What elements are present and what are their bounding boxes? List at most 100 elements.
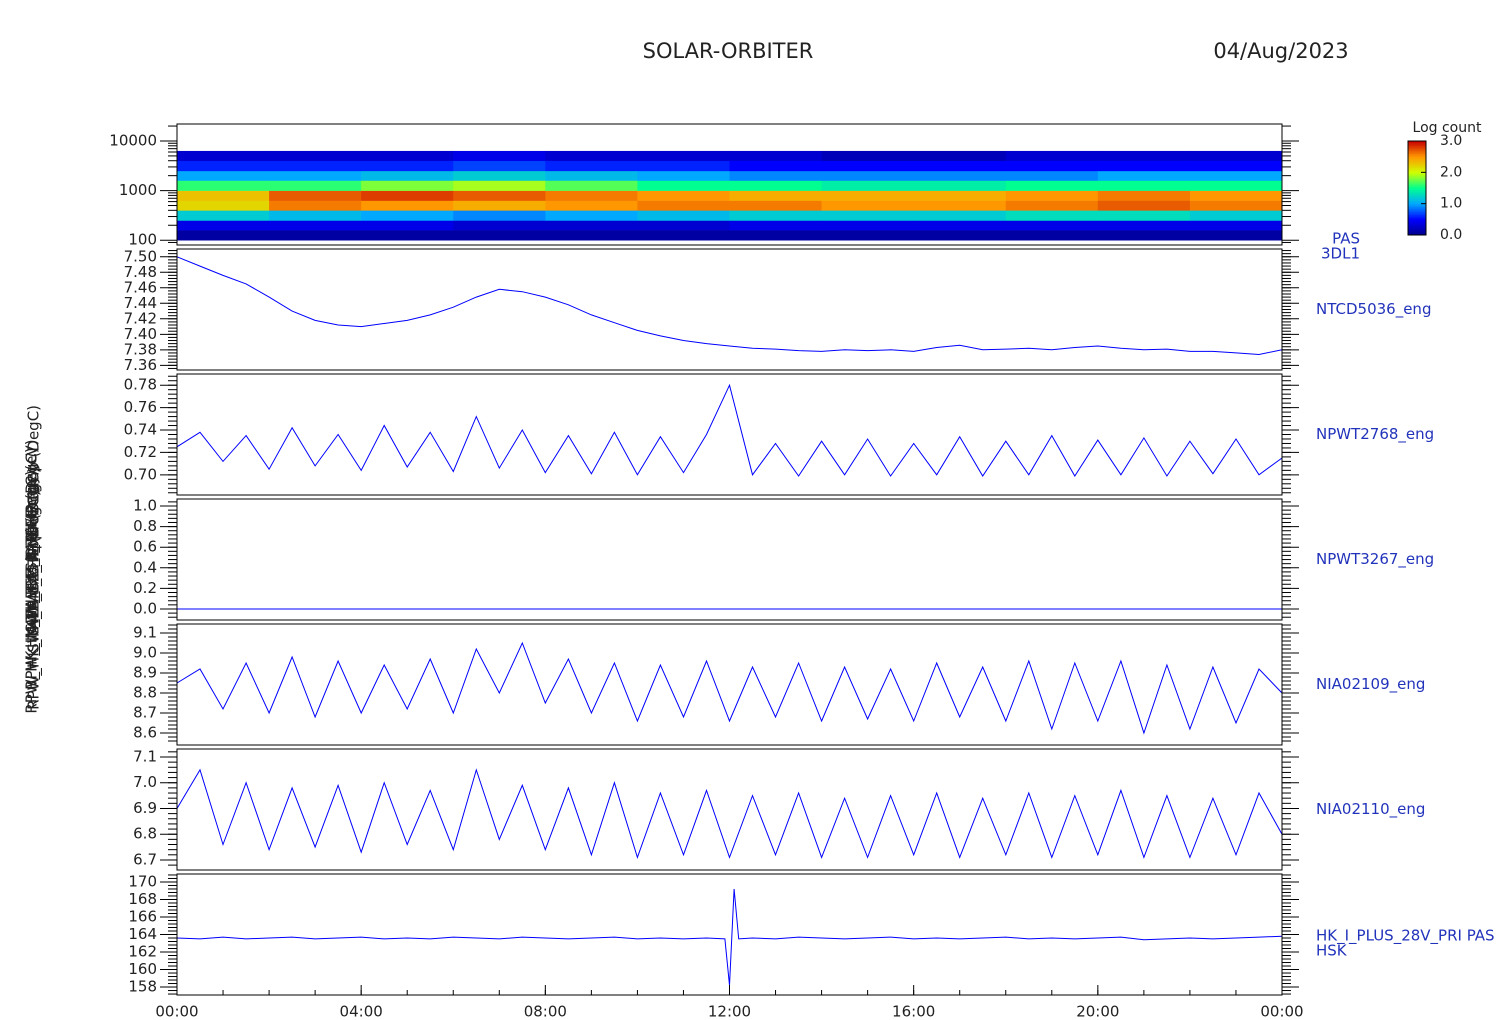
colorbar-step [1408,158,1426,161]
heat-cell [729,150,823,162]
colorbar-step [1408,184,1426,187]
y-tick-label: 8.8 [133,684,157,702]
heat-cell [1097,210,1191,221]
colorbar-step [1408,195,1426,198]
panel-label: NIA02109_eng [1316,675,1425,694]
colorbar-step [1408,141,1426,143]
colorbar-step [1408,224,1426,226]
colorbar-step [1408,191,1426,194]
colorbar-step [1408,206,1426,209]
heat-cell [1189,180,1283,191]
colorbar-frame [1407,140,1427,236]
heat-cell [1189,210,1283,221]
heat-cell [1189,170,1283,181]
y-tick-label: 0.76 [124,398,157,416]
y-tick-label: 0.4 [133,558,157,576]
y-tick-label: 0.74 [124,421,157,439]
heat-cell [637,150,730,162]
colorbar-step [1408,227,1426,230]
heat-cell [1005,200,1099,211]
heat-cell [1189,220,1283,231]
series-line [176,383,1283,477]
y-tick-label: 166 [128,907,157,925]
heat-cell [1189,150,1283,162]
colorbar-step [1408,173,1426,176]
colorbar-tick-label: 1.0 [1440,196,1462,212]
heat-cell [177,220,270,231]
colorbar-step [1408,188,1426,190]
heat-cell [177,230,270,241]
y-tick-label: 7.38 [124,340,157,358]
colorbar-step [1408,161,1426,164]
panel-label: NPWT2768_eng [1316,425,1434,444]
x-tick-label: 08:00 [524,1003,567,1020]
colorbar-step [1408,225,1426,228]
y-tick-label: 0.2 [133,579,157,597]
y-tick-label: 0.0 [133,599,157,617]
series-line [176,641,1283,735]
colorbar-step [1408,189,1426,192]
colorbar-step [1408,150,1426,153]
heat-cell [453,160,546,172]
y-tick-label: 168 [128,890,157,908]
y-tick-label: 7.50 [124,247,157,265]
colorbar-step [1408,194,1426,197]
y-tick-label: 7.40 [124,325,157,343]
colorbar-step [1408,177,1426,179]
colorbar-step [1408,175,1426,178]
heat-cell [1005,210,1099,221]
colorbar-step [1408,209,1426,212]
colorbar-step [1408,148,1426,151]
colorbar-step [1408,159,1426,162]
x-tick-label: 00:00 [1260,1003,1303,1020]
colorbar-step [1408,203,1426,206]
colorbar-step [1408,213,1426,216]
y-tick-label: 7.1 [133,747,157,765]
heat-cell [361,180,454,191]
heat-cell [453,200,546,211]
heat-cell [1189,190,1283,201]
y-tick-label: 0.8 [133,517,157,535]
heat-cell [177,190,270,201]
heat-cell [453,170,546,181]
heat-cell [177,210,270,221]
heat-cell [269,150,362,162]
y-tick-label: 160 [128,960,157,978]
y-tick-label: 7.0 [133,773,157,791]
heat-cell [177,180,270,191]
colorbar-step [1408,142,1426,145]
heat-cell [637,230,730,241]
heat-cell [1005,160,1099,172]
heat-cell [1097,150,1191,162]
heat-cell [361,220,454,231]
heat-cell [637,160,730,172]
heat-cell [729,180,823,191]
colorbar-step [1408,169,1426,172]
heat-cell [177,170,270,181]
heat-cell [177,200,270,211]
x-tick-label: 16:00 [892,1003,935,1020]
colorbar-step [1408,200,1426,203]
panel-label: HSK [1316,942,1348,960]
heat-cell [913,150,1007,162]
y-tick-label: 100 [128,231,157,249]
x-tick-label: 20:00 [1076,1003,1119,1020]
heat-cell [913,160,1007,172]
heat-cell [821,170,915,181]
colorbar-step [1408,231,1426,234]
y-tick-label: 158 [128,978,157,996]
panel-label: NTCD5036_eng [1316,300,1431,319]
colorbar-step [1408,217,1426,220]
colorbar-step [1408,219,1426,222]
colorbar-step [1408,222,1426,225]
heat-cell [177,150,270,162]
y-axis-label: RPW_HK_THERM_CH2 (DegC) [25,490,44,710]
y-tick-label: 0.6 [133,538,157,556]
y-axis-label: SWA_EAS2_TEMP (DegC) [25,467,44,652]
colorbar-step [1408,156,1426,159]
colorbar-step [1408,186,1426,189]
heat-cell [453,210,546,221]
y-tick-label: 7.46 [124,278,157,296]
